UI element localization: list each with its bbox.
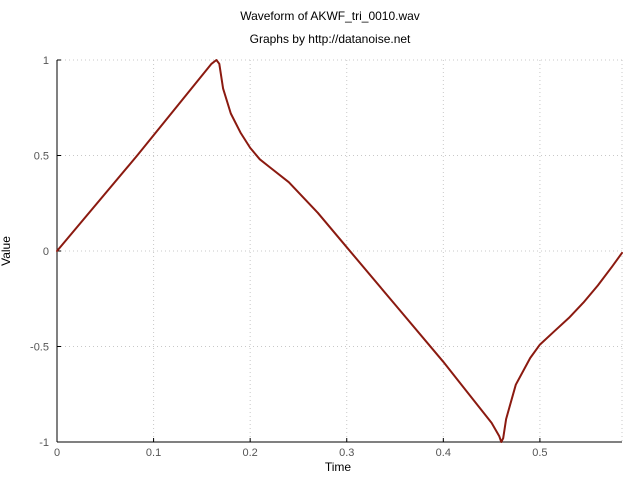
x-tick-label: 0.3 [339,447,354,459]
x-tick-label: 0.5 [532,447,547,459]
x-tick-label: 0 [54,447,60,459]
tick-labels: 0 0.1 0.2 0.3 0.4 0.5 1 0.5 0 -0.5 -1 [30,55,548,459]
x-tick-label: 0.2 [243,447,258,459]
y-tick-label: -1 [39,437,49,449]
x-tick-label: 0.4 [436,447,451,459]
series-line-0 [56,59,623,443]
grid [57,59,623,443]
y-tick-label: 0.5 [34,151,49,163]
x-tick-label: 0.1 [146,447,161,459]
y-tick-label: 1 [43,55,49,67]
y-tick-label: -0.5 [30,342,49,354]
y-tick-label: 0 [43,246,49,258]
chart-subtitle: Graphs by http://datanoise.net [250,32,411,46]
series-layer [56,59,623,443]
y-axis-label: Value [0,236,13,266]
chart-title: Waveform of AKWF_tri_0010.wav [240,9,420,23]
x-axis-label: Time [325,460,352,474]
